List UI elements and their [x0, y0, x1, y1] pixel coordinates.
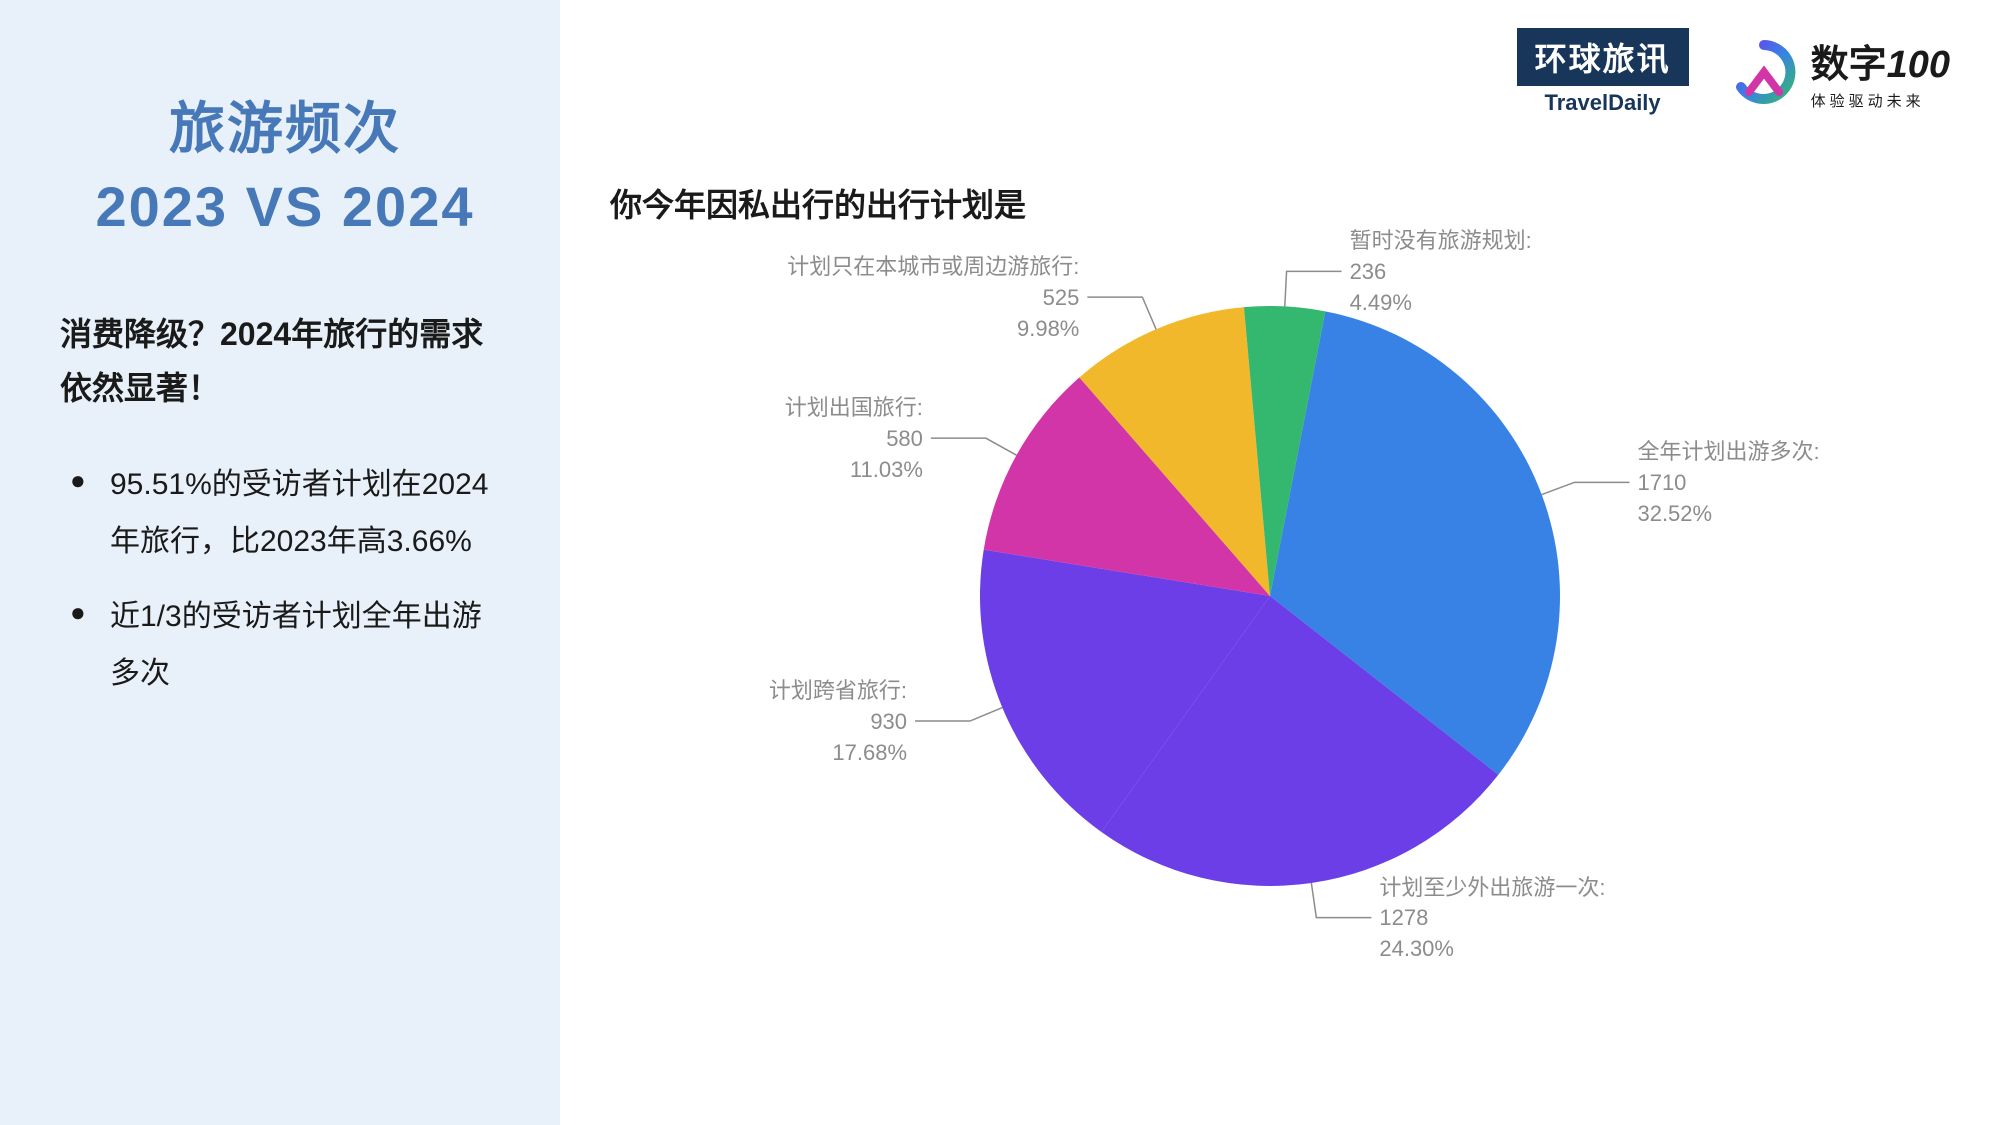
leader-lines	[610, 246, 1950, 1066]
subheading: 消费降级？2024年旅行的需求依然显著！	[60, 307, 510, 416]
title-line2: 2023 VS 2024	[60, 168, 510, 246]
logo-shuzi100: 数字100 体验驱动未来	[1729, 33, 1950, 111]
bullet-item: 近1/3的受访者计划全年出游多次	[70, 588, 510, 702]
title-line1: 旅游频次	[60, 90, 510, 168]
logo-traveldaily: 环球旅讯 TravelDaily	[1517, 28, 1689, 116]
pie-chart: 全年计划出游多次:171032.52% 计划至少外出旅游一次:127824.30%…	[610, 246, 1950, 1066]
chart-area: 你今年因私出行的出行计划是 全年计划出游多次:171032.52% 计划至少外出旅…	[610, 180, 1950, 1080]
logo-shuzi100-sub: 体验驱动未来	[1811, 90, 1950, 111]
bullet-list: 95.51%的受访者计划在2024年旅行，比2023年高3.66% 近1/3的受…	[60, 456, 510, 702]
logo-shuzi100-main: 数字100	[1811, 33, 1950, 88]
logo-bar: 环球旅讯 TravelDaily 数字100 体验驱动未来	[1517, 28, 1950, 116]
pie-slice-label: 计划只在本城市或周边游旅行:5259.98%	[787, 252, 1079, 344]
pie-slice-label: 计划至少外出旅游一次:127824.30%	[1379, 873, 1605, 965]
sidebar: 旅游频次 2023 VS 2024 消费降级？2024年旅行的需求依然显著！ 9…	[0, 0, 560, 1125]
logo-shuzi100-text: 数字100 体验驱动未来	[1811, 33, 1950, 111]
pie-slice-label: 暂时没有旅游规划:2364.49%	[1350, 226, 1532, 318]
pie-slice-label: 计划跨省旅行:93017.68%	[769, 676, 907, 768]
logo-traveldaily-cn: 环球旅讯	[1517, 28, 1689, 86]
chart-title: 你今年因私出行的出行计划是	[610, 180, 1950, 226]
logo-traveldaily-en: TravelDaily	[1544, 90, 1660, 116]
page-title: 旅游频次 2023 VS 2024	[60, 90, 510, 247]
logo-shuzi100-icon	[1729, 37, 1799, 107]
pie-slice-label: 计划出国旅行:58011.03%	[785, 393, 923, 485]
bullet-item: 95.51%的受访者计划在2024年旅行，比2023年高3.66%	[70, 456, 510, 570]
pie-slice-label: 全年计划出游多次:171032.52%	[1637, 437, 1819, 529]
